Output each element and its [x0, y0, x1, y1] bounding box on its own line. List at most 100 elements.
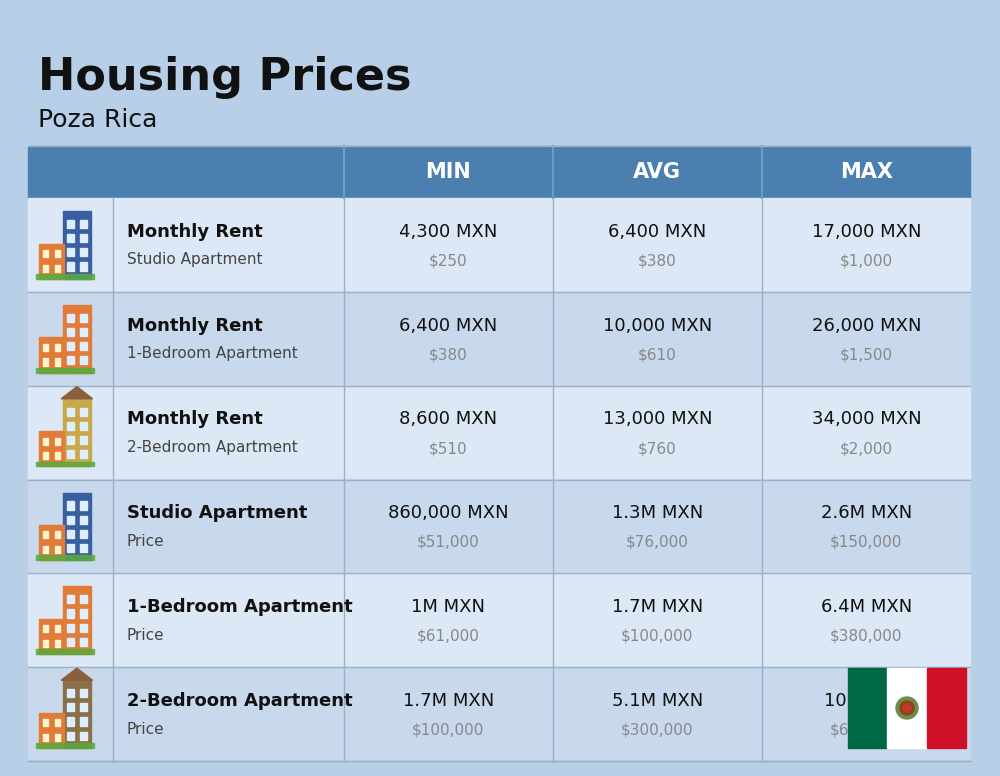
- Bar: [63, 399, 91, 466]
- Bar: [43, 250, 48, 257]
- Text: 1.7M MXN: 1.7M MXN: [612, 598, 703, 616]
- Bar: [80, 609, 87, 618]
- Bar: [67, 436, 74, 444]
- Bar: [67, 703, 74, 712]
- Bar: [55, 640, 60, 647]
- Bar: [63, 305, 91, 372]
- Text: 6,400 MXN: 6,400 MXN: [399, 317, 497, 334]
- Bar: [67, 530, 74, 538]
- Bar: [80, 530, 87, 538]
- Text: MIN: MIN: [425, 162, 471, 182]
- Bar: [36, 462, 94, 466]
- Text: $610: $610: [638, 347, 677, 362]
- Bar: [43, 265, 48, 272]
- Circle shape: [900, 701, 914, 715]
- Bar: [80, 436, 87, 444]
- Text: $300,000: $300,000: [621, 722, 694, 737]
- Text: 6.4M MXN: 6.4M MXN: [821, 598, 912, 616]
- Bar: [67, 689, 74, 697]
- Bar: [55, 265, 60, 272]
- Bar: [80, 450, 87, 459]
- Text: $380: $380: [638, 254, 677, 268]
- Bar: [67, 624, 74, 632]
- Text: $1,000: $1,000: [840, 254, 893, 268]
- Text: 1-Bedroom Apartment: 1-Bedroom Apartment: [127, 346, 298, 362]
- Text: 860,000 MXN: 860,000 MXN: [388, 504, 508, 522]
- Bar: [67, 220, 74, 228]
- Bar: [80, 689, 87, 697]
- Bar: [55, 532, 60, 539]
- Text: 1M MXN: 1M MXN: [411, 598, 485, 616]
- Bar: [67, 638, 74, 646]
- Text: $380: $380: [429, 347, 468, 362]
- Bar: [28, 386, 970, 480]
- Bar: [36, 650, 94, 654]
- Text: 5.1M MXN: 5.1M MXN: [612, 692, 703, 710]
- Bar: [67, 609, 74, 618]
- Bar: [80, 407, 87, 416]
- Bar: [55, 438, 60, 445]
- Bar: [55, 452, 60, 459]
- Bar: [67, 732, 74, 740]
- Bar: [36, 368, 94, 372]
- Text: Poza Rica: Poza Rica: [38, 108, 157, 132]
- Bar: [67, 234, 74, 242]
- Text: $76,000: $76,000: [626, 535, 689, 550]
- Bar: [43, 719, 48, 726]
- Text: Monthly Rent: Monthly Rent: [127, 411, 263, 428]
- Bar: [28, 198, 970, 292]
- Bar: [67, 328, 74, 336]
- Bar: [80, 515, 87, 524]
- Text: 2.6M MXN: 2.6M MXN: [821, 504, 912, 522]
- Bar: [67, 407, 74, 416]
- Bar: [55, 546, 60, 553]
- Bar: [80, 624, 87, 632]
- Bar: [80, 328, 87, 336]
- Bar: [80, 638, 87, 646]
- Bar: [80, 703, 87, 712]
- Text: Price: Price: [127, 722, 164, 736]
- Text: 4,300 MXN: 4,300 MXN: [399, 223, 497, 241]
- Text: $150,000: $150,000: [830, 535, 903, 550]
- Bar: [55, 734, 60, 741]
- Text: 2-Bedroom Apartment: 2-Bedroom Apartment: [127, 692, 352, 710]
- Text: 10,000 MXN: 10,000 MXN: [603, 317, 712, 334]
- Bar: [67, 718, 74, 726]
- Bar: [43, 532, 48, 539]
- Text: MAX: MAX: [840, 162, 893, 182]
- Bar: [67, 544, 74, 552]
- Text: Studio Apartment: Studio Apartment: [127, 252, 262, 268]
- Bar: [55, 719, 60, 726]
- Bar: [927, 668, 966, 748]
- Bar: [43, 546, 48, 553]
- Bar: [67, 422, 74, 430]
- Text: $2,000: $2,000: [840, 441, 893, 456]
- Text: AVG: AVG: [633, 162, 681, 182]
- Bar: [80, 248, 87, 256]
- Bar: [39, 712, 64, 748]
- Text: Price: Price: [127, 534, 164, 549]
- Bar: [39, 431, 64, 466]
- Text: Monthly Rent: Monthly Rent: [127, 317, 263, 334]
- Bar: [80, 544, 87, 552]
- Bar: [43, 359, 48, 365]
- Bar: [39, 525, 64, 560]
- Text: 2-Bedroom Apartment: 2-Bedroom Apartment: [127, 440, 298, 455]
- Text: $100,000: $100,000: [412, 722, 484, 737]
- Text: 34,000 MXN: 34,000 MXN: [812, 411, 921, 428]
- Bar: [43, 734, 48, 741]
- Text: 10M MXN: 10M MXN: [824, 692, 909, 710]
- Text: $760: $760: [638, 441, 677, 456]
- Text: $61,000: $61,000: [417, 629, 480, 644]
- Circle shape: [896, 697, 918, 719]
- Bar: [67, 248, 74, 256]
- Text: Housing Prices: Housing Prices: [38, 56, 412, 99]
- Bar: [63, 211, 91, 279]
- Bar: [67, 501, 74, 510]
- Circle shape: [903, 704, 911, 712]
- Bar: [887, 668, 927, 748]
- Bar: [28, 667, 970, 761]
- Bar: [28, 573, 970, 667]
- Bar: [67, 356, 74, 365]
- Bar: [43, 344, 48, 351]
